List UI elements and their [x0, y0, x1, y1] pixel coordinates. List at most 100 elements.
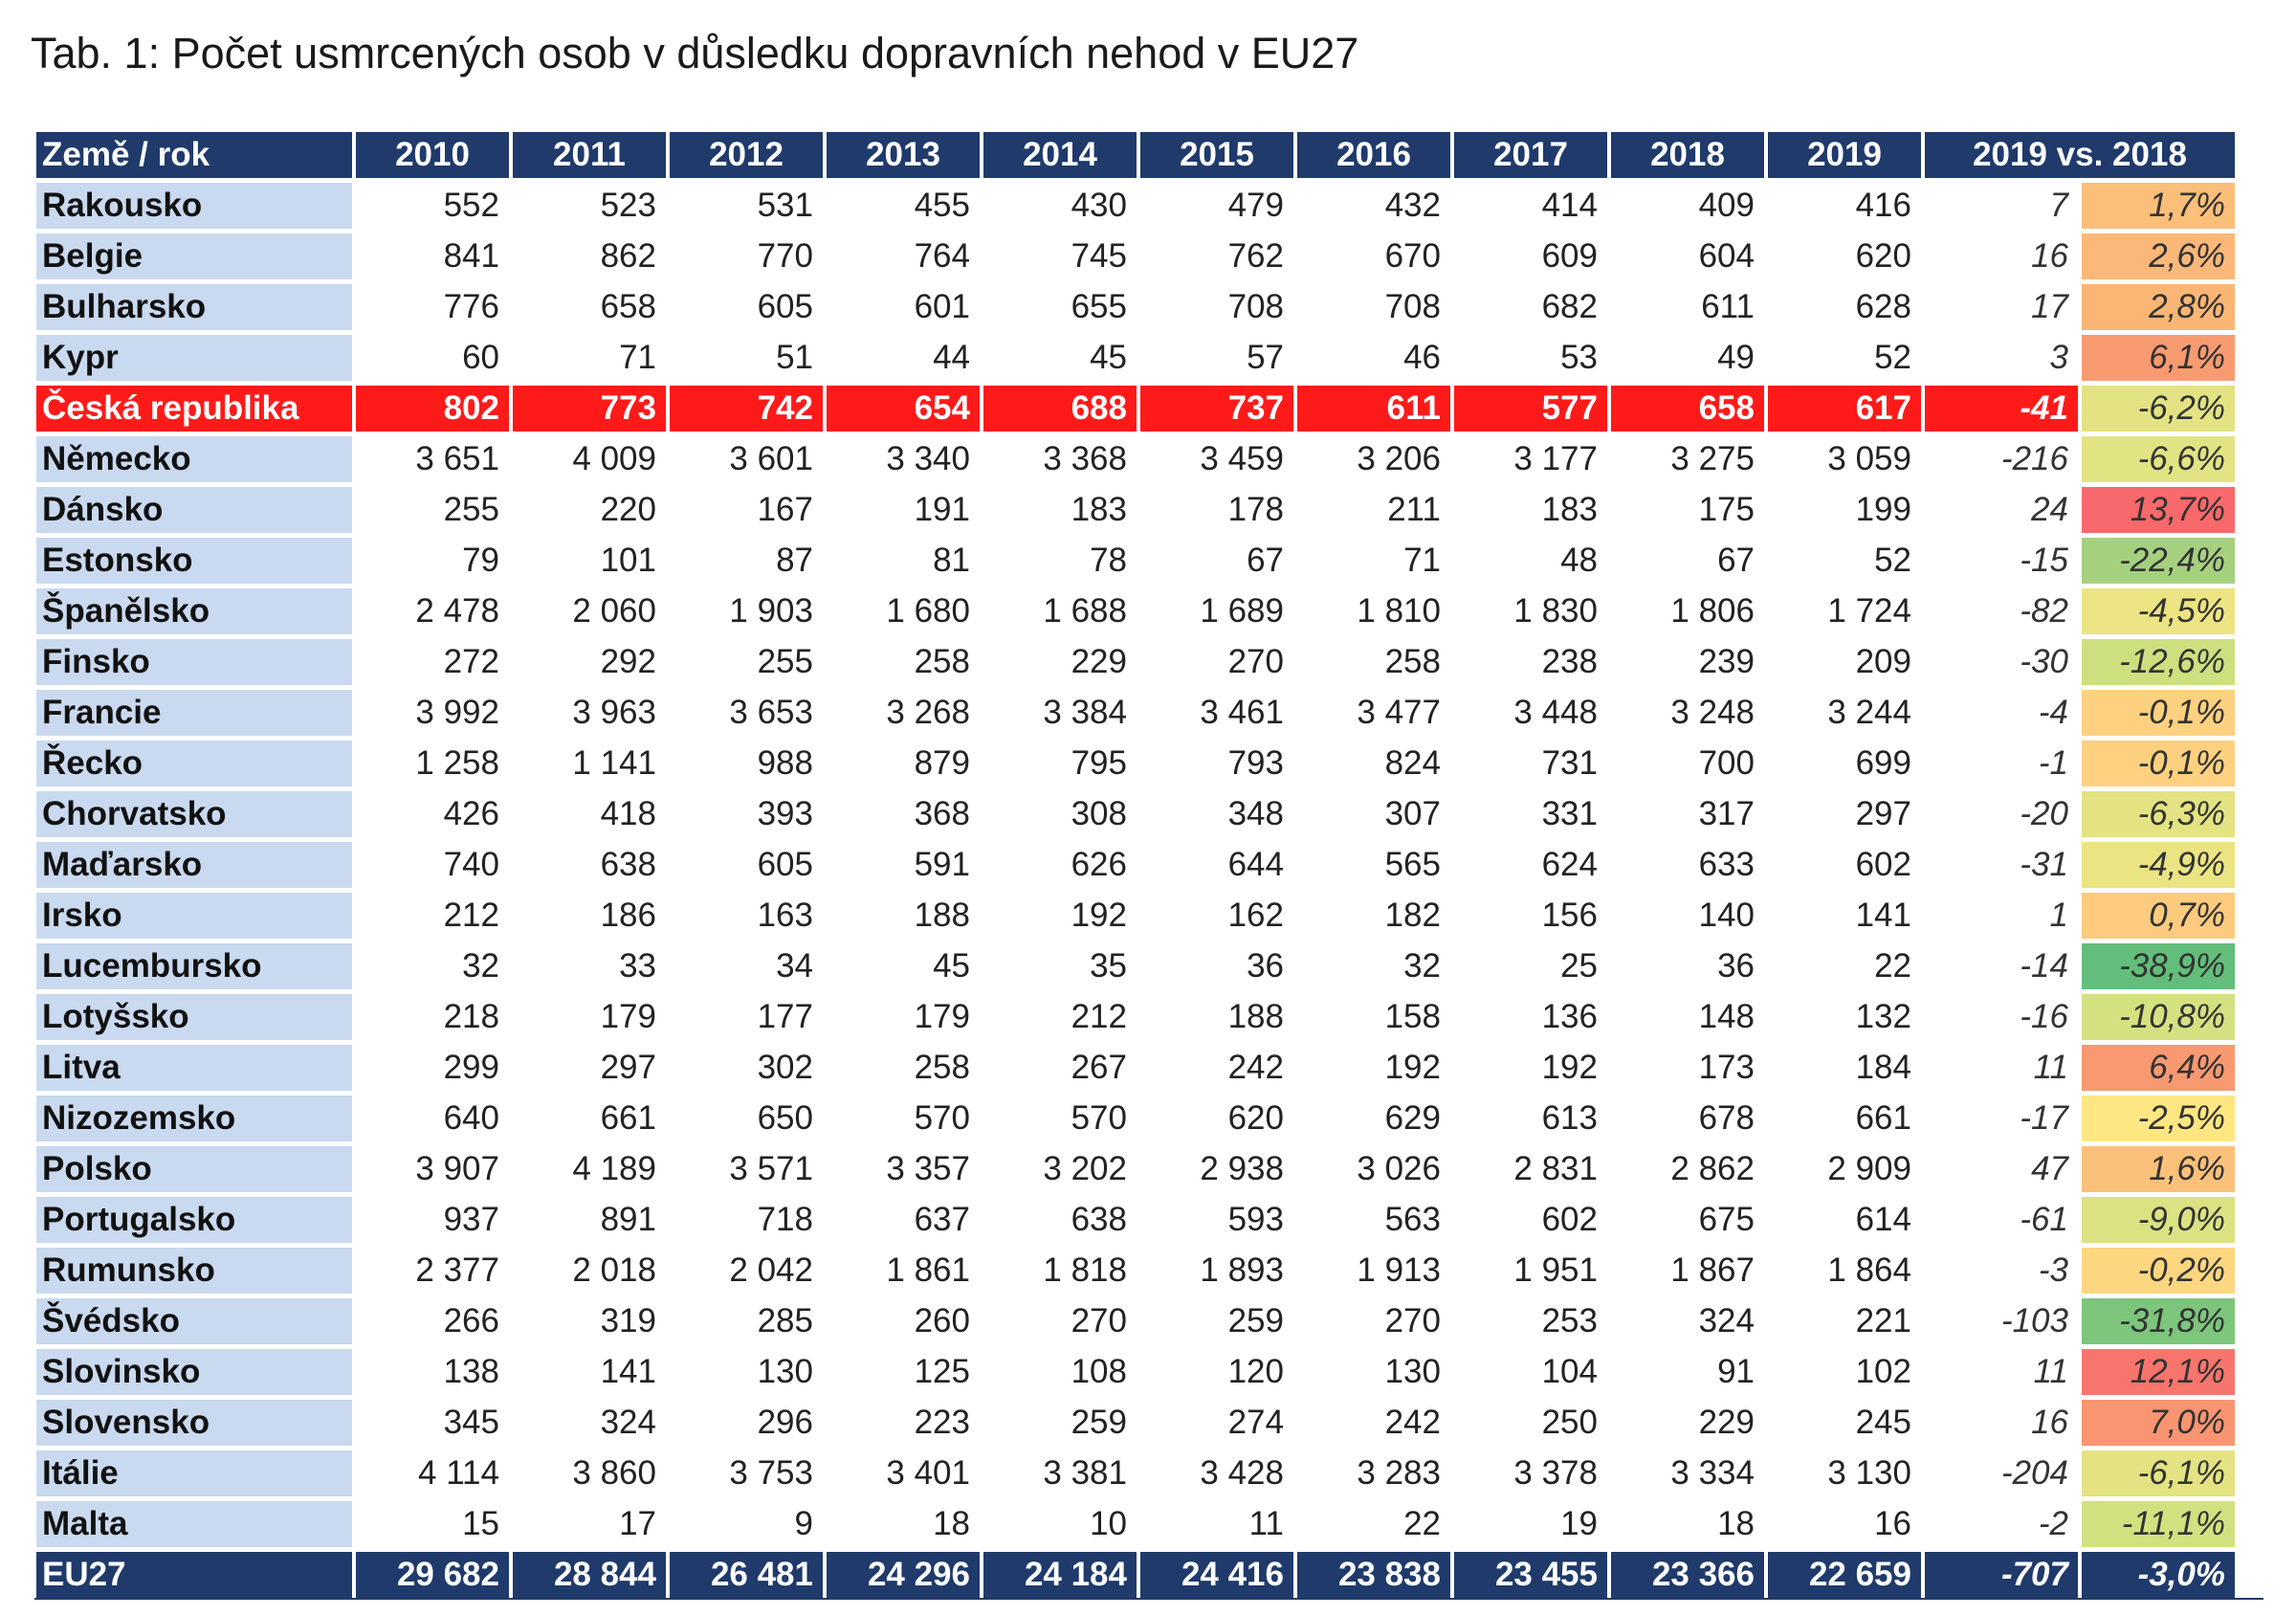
- value-cell: 108: [1071, 1353, 1127, 1390]
- value-cell: 1 818: [1043, 1251, 1127, 1289]
- pct-cell: -11,1%: [2082, 1501, 2235, 1547]
- value-cell: 3 459: [1200, 440, 1284, 477]
- value-cell: 570: [914, 1099, 970, 1137]
- value-cell: 18: [933, 1505, 970, 1542]
- value-cell: 745: [1071, 237, 1127, 275]
- value-cell: 53: [1560, 339, 1598, 376]
- value-cell: 285: [757, 1302, 813, 1339]
- value-cell: 661: [1855, 1099, 1911, 1137]
- pct-cell: -0,1%: [2082, 690, 2235, 736]
- value-cell: 270: [1227, 643, 1284, 680]
- value-cell: 188: [914, 897, 970, 934]
- diff-cell: -103: [2000, 1302, 2068, 1339]
- value-cell: 3 206: [1357, 440, 1441, 477]
- value-cell: 324: [1698, 1302, 1755, 1339]
- pct-cell: -0,2%: [2082, 1248, 2235, 1294]
- country-cell: Slovinsko: [36, 1349, 352, 1395]
- value-cell: 1 689: [1200, 592, 1284, 630]
- value-cell: 4 114: [418, 1454, 499, 1492]
- table-row: Chorvatsko 426 418 393 368 308 348 307 331 317 297…: [36, 791, 2235, 837]
- value-cell: 250: [1541, 1404, 1598, 1441]
- value-cell: 937: [443, 1201, 499, 1238]
- value-cell: 426: [443, 795, 499, 832]
- diff-cell: -204: [2000, 1454, 2068, 1492]
- value-cell: 678: [1698, 1099, 1755, 1137]
- value-cell: 297: [600, 1049, 656, 1086]
- value-cell: 1 806: [1670, 592, 1755, 630]
- value-cell: 3 381: [1043, 1454, 1127, 1492]
- diff-cell: -30: [2020, 643, 2068, 680]
- value-cell: 52: [1874, 339, 1911, 376]
- value-cell: 308: [1071, 795, 1127, 832]
- table-row: Itálie 4 114 3 860 3 753 3 401 3 381 3 428 3 28…: [36, 1450, 2235, 1496]
- value-cell: 319: [600, 1302, 656, 1339]
- diff-cell: -15: [2020, 542, 2068, 579]
- value-cell: 593: [1227, 1201, 1284, 1238]
- value-cell: 81: [933, 542, 970, 579]
- value-cell: 3 244: [1827, 694, 1911, 731]
- value-cell: 3 651: [415, 440, 499, 477]
- total-value: 23 455: [1454, 1552, 1607, 1598]
- value-cell: 48: [1560, 542, 1598, 579]
- value-cell: 2 831: [1513, 1150, 1598, 1187]
- value-cell: 140: [1698, 897, 1755, 934]
- value-cell: 242: [1384, 1404, 1441, 1441]
- year-header: 2013: [827, 132, 980, 178]
- value-cell: 245: [1855, 1404, 1911, 1441]
- value-cell: 175: [1698, 491, 1755, 528]
- table-row: Řecko 1 258 1 141 988 879 795 793 824 731 700 699 -…: [36, 741, 2235, 786]
- value-cell: 1 258: [415, 744, 499, 782]
- value-cell: 3 571: [729, 1150, 813, 1187]
- pct-cell: 7,0%: [2082, 1400, 2235, 1446]
- value-cell: 1 810: [1357, 592, 1441, 630]
- table-row: Rumunsko 2 377 2 018 2 042 1 861 1 818 1 893 1 …: [36, 1248, 2235, 1294]
- value-cell: 737: [1140, 386, 1293, 432]
- value-cell: 317: [1698, 795, 1755, 832]
- value-cell: 3 268: [886, 694, 970, 731]
- fatalities-table: Země / rok 2010 2011 2012 2013 2014 2015…: [33, 127, 2239, 1603]
- value-cell: 565: [1384, 846, 1441, 883]
- value-cell: 178: [1227, 491, 1284, 528]
- value-cell: 3 753: [729, 1454, 813, 1492]
- table-row: Rakousko 552 523 531 455 430 479 432 414 409 416 7 1…: [36, 183, 2235, 229]
- value-cell: 229: [1698, 1404, 1755, 1441]
- value-cell: 688: [983, 386, 1137, 432]
- country-cell: Německo: [36, 436, 352, 482]
- value-cell: 570: [1071, 1099, 1127, 1137]
- value-cell: 3 202: [1043, 1150, 1127, 1187]
- value-cell: 1 141: [572, 744, 656, 782]
- value-cell: 414: [1541, 187, 1598, 224]
- value-cell: 266: [443, 1302, 499, 1339]
- value-cell: 324: [600, 1404, 656, 1441]
- value-cell: 617: [1768, 386, 1921, 432]
- value-cell: 628: [1855, 288, 1911, 325]
- table-row: Německo 3 651 4 009 3 601 3 340 3 368 3 459 3 2…: [36, 436, 2235, 482]
- diff-header: 2019 vs. 2018: [1925, 132, 2235, 178]
- bottom-rule: [34, 1598, 2263, 1600]
- country-cell: Španělsko: [36, 588, 352, 634]
- pct-cell: -22,4%: [2082, 538, 2235, 584]
- value-cell: 988: [757, 744, 813, 782]
- value-cell: 740: [443, 846, 499, 883]
- country-cell: Rumunsko: [36, 1248, 352, 1294]
- value-cell: 270: [1071, 1302, 1127, 1339]
- table-row: Estonsko 79 101 87 81 78 67 71 48 67 52 -15 -22,4%: [36, 538, 2235, 584]
- value-cell: 638: [1071, 1201, 1127, 1238]
- value-cell: 87: [776, 542, 813, 579]
- country-cell: Rakousko: [36, 183, 352, 229]
- value-cell: 46: [1403, 339, 1441, 376]
- pct-cell: -6,2%: [2082, 386, 2235, 432]
- value-cell: 611: [1297, 386, 1450, 432]
- country-cell: Česká republika: [36, 386, 352, 432]
- country-cell: Finsko: [36, 639, 352, 685]
- table-row: Slovinsko 138 141 130 125 108 120 130 104 91 102 11…: [36, 1349, 2235, 1395]
- value-cell: 611: [1701, 288, 1755, 325]
- value-cell: 242: [1227, 1049, 1284, 1086]
- pct-cell: 1,7%: [2082, 183, 2235, 229]
- value-cell: 136: [1541, 998, 1598, 1035]
- value-cell: 1 893: [1200, 1251, 1284, 1289]
- value-cell: 393: [757, 795, 813, 832]
- value-cell: 260: [914, 1302, 970, 1339]
- country-cell: Irsko: [36, 893, 352, 939]
- value-cell: 32: [462, 947, 499, 985]
